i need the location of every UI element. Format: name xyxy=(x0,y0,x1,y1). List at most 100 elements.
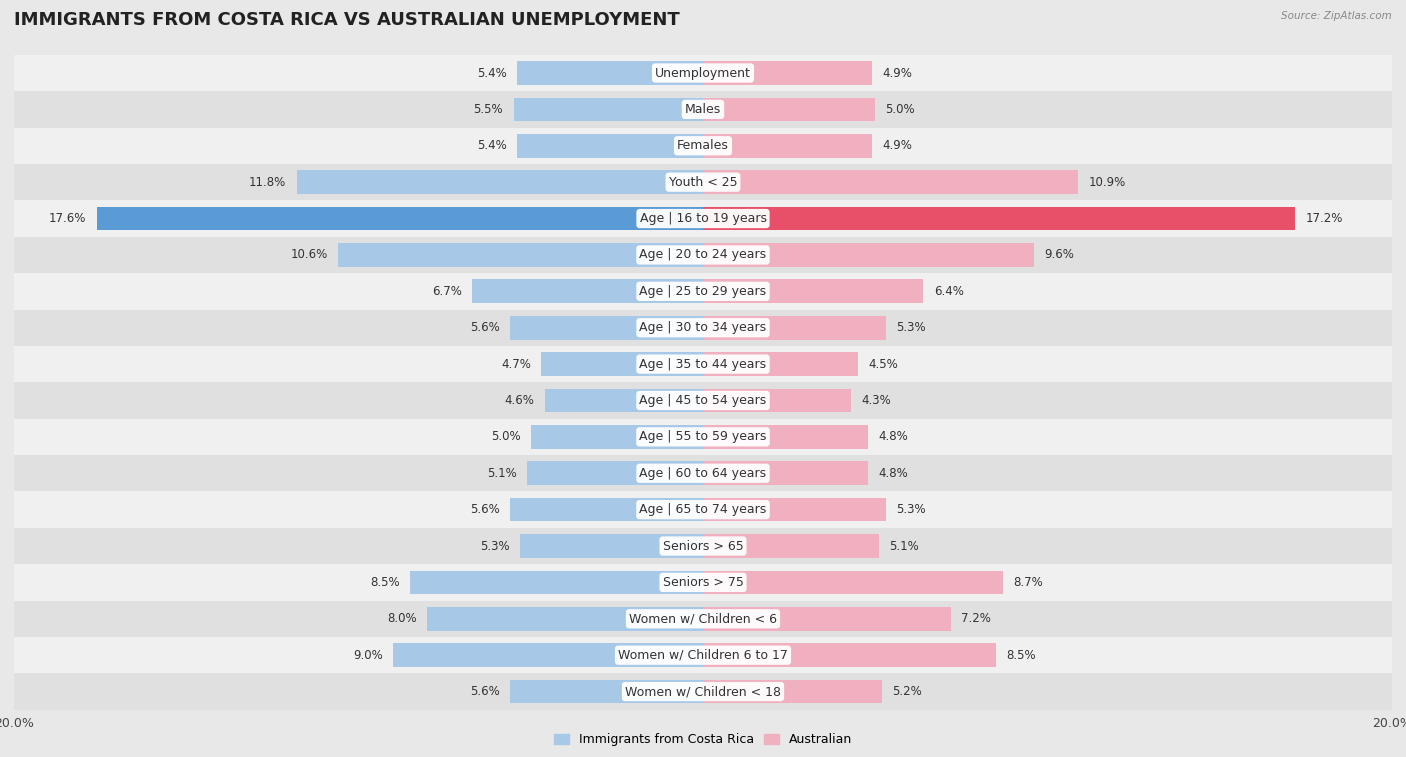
Text: 6.4%: 6.4% xyxy=(934,285,963,298)
Text: 11.8%: 11.8% xyxy=(249,176,287,188)
Text: 4.9%: 4.9% xyxy=(882,67,912,79)
Bar xyxy=(703,607,950,631)
Text: 5.1%: 5.1% xyxy=(889,540,918,553)
Text: Youth < 25: Youth < 25 xyxy=(669,176,737,188)
Text: Age | 45 to 54 years: Age | 45 to 54 years xyxy=(640,394,766,407)
Bar xyxy=(527,462,703,485)
Bar xyxy=(14,273,1392,310)
Bar xyxy=(337,243,703,266)
Bar xyxy=(14,382,1392,419)
Text: Age | 25 to 29 years: Age | 25 to 29 years xyxy=(640,285,766,298)
Text: 4.8%: 4.8% xyxy=(879,467,908,480)
Text: Age | 20 to 24 years: Age | 20 to 24 years xyxy=(640,248,766,261)
Bar xyxy=(14,564,1392,600)
Text: Age | 35 to 44 years: Age | 35 to 44 years xyxy=(640,357,766,371)
Text: Women w/ Children 6 to 17: Women w/ Children 6 to 17 xyxy=(619,649,787,662)
Text: 4.6%: 4.6% xyxy=(505,394,534,407)
Text: 5.4%: 5.4% xyxy=(477,67,506,79)
Bar xyxy=(510,680,703,703)
Text: Women w/ Children < 18: Women w/ Children < 18 xyxy=(626,685,780,698)
Text: Women w/ Children < 6: Women w/ Children < 6 xyxy=(628,612,778,625)
Bar xyxy=(703,425,869,449)
Bar xyxy=(14,91,1392,128)
Text: 5.0%: 5.0% xyxy=(886,103,915,116)
Bar xyxy=(472,279,703,303)
Text: 4.3%: 4.3% xyxy=(862,394,891,407)
Bar xyxy=(392,643,703,667)
Text: 5.1%: 5.1% xyxy=(488,467,517,480)
Text: 4.5%: 4.5% xyxy=(869,357,898,371)
Text: 4.9%: 4.9% xyxy=(882,139,912,152)
Text: Females: Females xyxy=(678,139,728,152)
Text: Age | 65 to 74 years: Age | 65 to 74 years xyxy=(640,503,766,516)
Text: 5.2%: 5.2% xyxy=(893,685,922,698)
Text: 5.6%: 5.6% xyxy=(470,503,499,516)
Bar xyxy=(703,61,872,85)
Bar xyxy=(510,316,703,340)
Text: 4.7%: 4.7% xyxy=(501,357,531,371)
Bar xyxy=(14,346,1392,382)
Text: Seniors > 75: Seniors > 75 xyxy=(662,576,744,589)
Text: 6.7%: 6.7% xyxy=(432,285,461,298)
Bar xyxy=(531,425,703,449)
Bar xyxy=(411,571,703,594)
Bar xyxy=(544,388,703,413)
Text: 5.0%: 5.0% xyxy=(491,431,520,444)
Bar xyxy=(703,534,879,558)
Bar xyxy=(297,170,703,194)
Bar xyxy=(14,237,1392,273)
Bar xyxy=(97,207,703,230)
Bar xyxy=(703,571,1002,594)
Bar xyxy=(14,164,1392,201)
Bar xyxy=(14,419,1392,455)
Text: 17.6%: 17.6% xyxy=(49,212,86,225)
Text: 5.3%: 5.3% xyxy=(896,321,925,334)
Bar xyxy=(14,201,1392,237)
Bar xyxy=(703,462,869,485)
Text: Age | 16 to 19 years: Age | 16 to 19 years xyxy=(640,212,766,225)
Bar xyxy=(427,607,703,631)
Bar xyxy=(703,170,1078,194)
Bar xyxy=(703,207,1295,230)
Text: Seniors > 65: Seniors > 65 xyxy=(662,540,744,553)
Text: 5.5%: 5.5% xyxy=(474,103,503,116)
Text: 9.6%: 9.6% xyxy=(1045,248,1074,261)
Bar xyxy=(14,491,1392,528)
Bar xyxy=(14,637,1392,674)
Text: 4.8%: 4.8% xyxy=(879,431,908,444)
Bar xyxy=(517,134,703,157)
Text: Source: ZipAtlas.com: Source: ZipAtlas.com xyxy=(1281,11,1392,21)
Bar xyxy=(14,528,1392,564)
Bar xyxy=(703,388,851,413)
Bar xyxy=(14,455,1392,491)
Bar xyxy=(703,316,886,340)
Bar xyxy=(703,352,858,376)
Text: 17.2%: 17.2% xyxy=(1306,212,1343,225)
Bar xyxy=(703,243,1033,266)
Bar xyxy=(14,674,1392,710)
Text: Unemployment: Unemployment xyxy=(655,67,751,79)
Bar xyxy=(703,279,924,303)
Text: IMMIGRANTS FROM COSTA RICA VS AUSTRALIAN UNEMPLOYMENT: IMMIGRANTS FROM COSTA RICA VS AUSTRALIAN… xyxy=(14,11,681,30)
Text: 8.7%: 8.7% xyxy=(1012,576,1043,589)
Text: 8.5%: 8.5% xyxy=(370,576,399,589)
Bar xyxy=(703,643,995,667)
Text: 10.9%: 10.9% xyxy=(1088,176,1126,188)
Bar xyxy=(541,352,703,376)
Bar xyxy=(520,534,703,558)
Bar xyxy=(517,61,703,85)
Bar xyxy=(703,498,886,522)
Legend: Immigrants from Costa Rica, Australian: Immigrants from Costa Rica, Australian xyxy=(548,728,858,752)
Bar xyxy=(14,128,1392,164)
Text: 5.4%: 5.4% xyxy=(477,139,506,152)
Text: 7.2%: 7.2% xyxy=(962,612,991,625)
Bar xyxy=(703,134,872,157)
Text: 5.3%: 5.3% xyxy=(896,503,925,516)
Text: 8.5%: 8.5% xyxy=(1007,649,1036,662)
Text: 9.0%: 9.0% xyxy=(353,649,382,662)
Text: 5.3%: 5.3% xyxy=(481,540,510,553)
Bar xyxy=(14,600,1392,637)
Bar xyxy=(703,98,875,121)
Text: 10.6%: 10.6% xyxy=(290,248,328,261)
Bar xyxy=(14,55,1392,91)
